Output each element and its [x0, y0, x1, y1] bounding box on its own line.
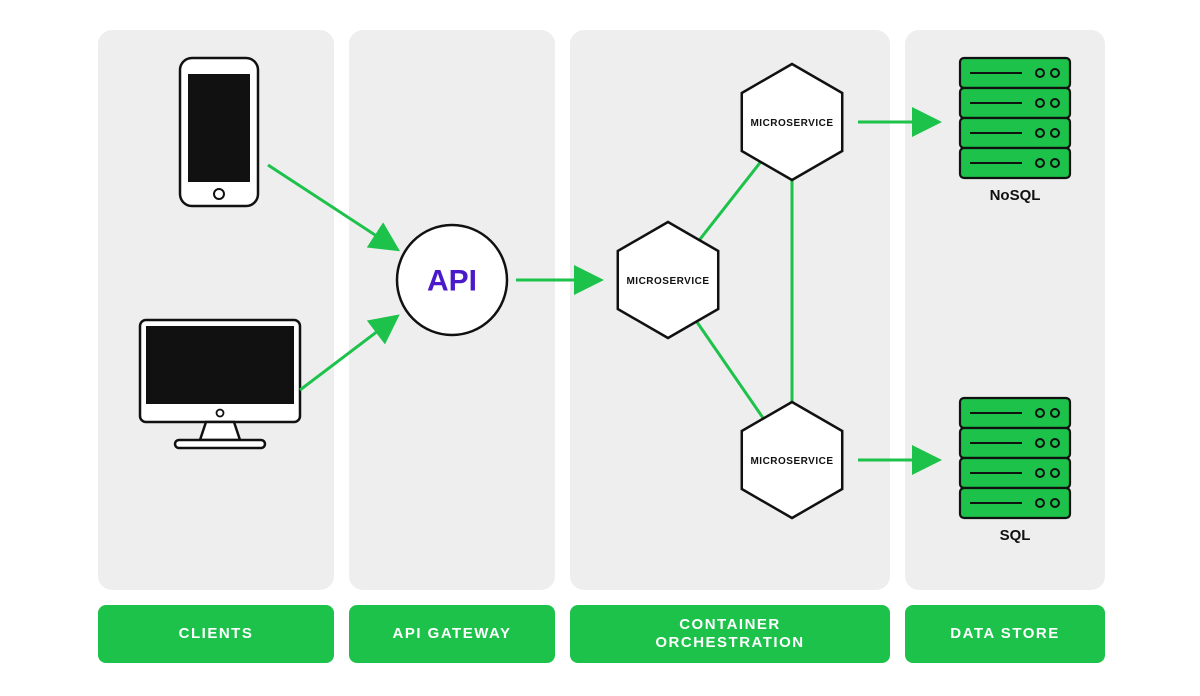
label-datastore: DATA STORE: [905, 605, 1105, 663]
label-gateway: API GATEWAY: [349, 605, 555, 663]
panel-gateway: [349, 30, 555, 590]
panel-clients: [98, 30, 334, 590]
panel-datastore: [905, 30, 1105, 590]
label-clients: CLIENTS: [98, 605, 334, 663]
panel-container: [570, 30, 890, 590]
label-container: CONTAINER ORCHESTRATION: [570, 605, 890, 663]
